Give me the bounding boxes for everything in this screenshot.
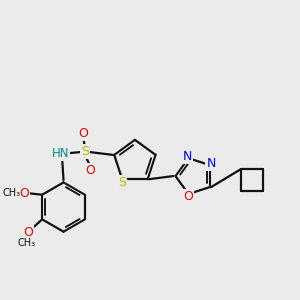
Text: N: N [206, 157, 216, 170]
Text: O: O [19, 187, 29, 200]
Text: CH₃: CH₃ [17, 238, 35, 248]
Text: O: O [184, 190, 194, 203]
Text: S: S [81, 146, 89, 158]
Text: S: S [118, 176, 126, 189]
Text: CH₃: CH₃ [3, 188, 21, 198]
Text: N: N [182, 150, 192, 163]
Text: O: O [85, 164, 95, 177]
Text: O: O [78, 127, 88, 140]
Text: HN: HN [52, 147, 69, 160]
Text: O: O [23, 226, 33, 239]
